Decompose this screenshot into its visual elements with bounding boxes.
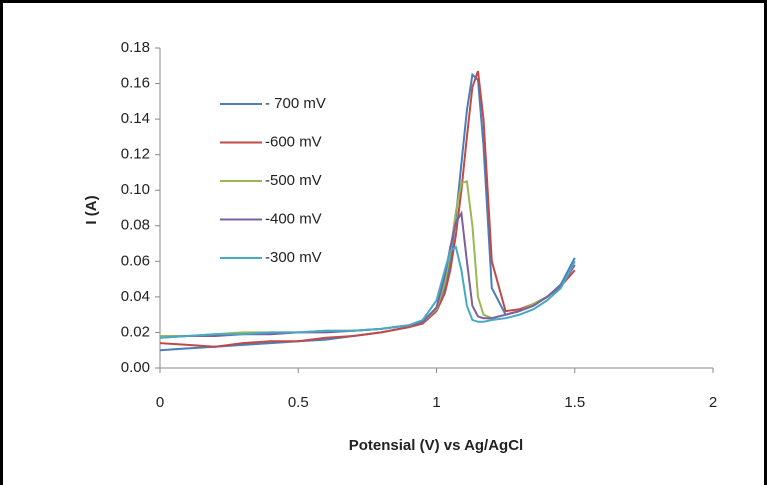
x-tick-label: 0.5	[288, 394, 309, 411]
x-tick-label: 1.5	[564, 394, 585, 411]
y-tick-label: 0.06	[121, 252, 150, 269]
y-tick-label: 0.04	[121, 288, 150, 305]
y-tick-label: 0.02	[121, 323, 150, 340]
y-tick-label: 0.10	[121, 181, 150, 198]
series-line	[159, 210, 576, 339]
y-tick-label: 0.08	[121, 217, 150, 234]
y-tick-label: 0.00	[121, 359, 150, 376]
x-axis-title: Potensial (V) vs Ag/AgCl	[349, 437, 523, 454]
x-tick-label: 2	[709, 394, 717, 411]
y-axis-title: I (A)	[83, 195, 100, 224]
y-tick-label: 0.16	[121, 75, 150, 92]
y-tick-label: 0.12	[121, 146, 150, 163]
series-line	[159, 245, 576, 339]
legend-label: - 700 mV	[265, 95, 326, 112]
legend-label: -300 mV	[265, 249, 322, 266]
x-tick-label: 1	[432, 394, 440, 411]
legend-label: -600 mV	[265, 133, 322, 150]
legend-label: -400 mV	[265, 210, 322, 227]
series-line	[159, 70, 576, 348]
y-tick-label: 0.14	[121, 110, 150, 127]
legend-label: -500 mV	[265, 172, 322, 189]
y-tick-label: 0.18	[121, 39, 150, 56]
x-tick-label: 0	[156, 394, 164, 411]
